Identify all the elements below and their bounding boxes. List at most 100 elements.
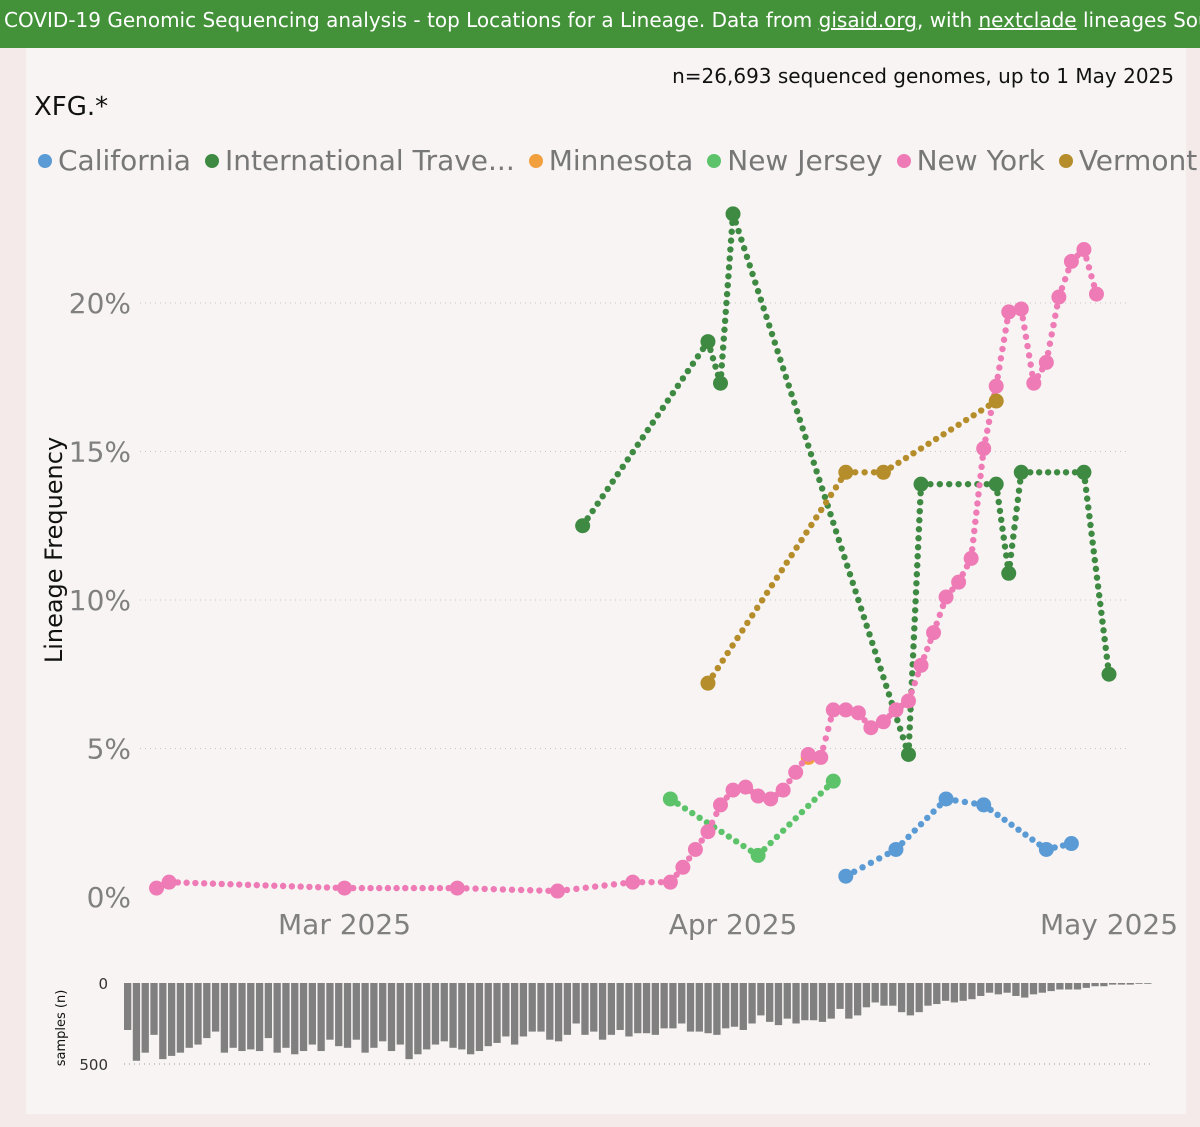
sample-bar [616,983,624,1030]
connector-dot [832,484,840,491]
connector-dot [835,536,843,544]
sample-bar [774,983,783,1026]
connector-dot [624,456,631,463]
connector-dot [358,884,366,892]
connector-dot [792,815,799,822]
data-point [1101,666,1117,682]
data-point [1013,301,1029,317]
connector-dot [1012,514,1019,522]
legend-dot [528,153,543,168]
connector-dot [1027,361,1034,368]
connector-dot [977,407,985,414]
sample-bar [247,983,255,1050]
connector-dot [1089,539,1096,546]
connector-dot [721,317,729,325]
connector-dot [1001,816,1008,823]
connector-dot [740,842,747,850]
data-point [1063,253,1079,269]
sample-bar [897,983,906,1013]
sample-bar [335,983,343,1047]
sample-bar [431,983,440,1045]
connector-dot [915,535,922,542]
sample-bar [167,983,176,1056]
x-tick-label: Apr 2025 [669,908,798,941]
data-point [875,714,891,730]
connector-dot [972,518,979,525]
connector-dot [936,611,944,619]
connector-dot [798,760,806,767]
legend-item-minnesota[interactable]: Minnesota [528,144,693,177]
connector-dot [810,459,817,466]
connector-dot [724,281,731,289]
genome-count: n=26,693 sequenced genomes, up to 1 May … [672,64,1174,88]
data-point [550,883,566,899]
sample-bar [748,983,756,1024]
sample-bar [915,983,923,1013]
sample-bar [502,983,510,1037]
connector-dot [877,665,884,672]
connector-dot [914,562,921,569]
connector-dot [1002,327,1009,334]
connector-dot [1088,273,1095,280]
connector-dot [970,412,977,419]
bar-y-axis-label: samples (n) [54,990,69,1067]
data-point [938,589,954,605]
connector-dot [827,491,835,499]
connector-dot [857,605,865,612]
legend-item-vermont[interactable]: Vermont [1058,144,1197,177]
sample-bar [405,983,413,1060]
sample-bar [730,983,739,1027]
connector-dot [984,427,991,434]
sample-bar [766,983,774,1022]
data-point [850,705,866,721]
connector-dot [1103,653,1111,660]
connector-dot [1086,512,1093,520]
connector-dot [825,725,832,733]
legend-item-international-trave[interactable]: International Trave... [204,144,515,177]
data-point [913,657,929,673]
legend-item-new-jersey[interactable]: New Jersey [707,144,883,177]
connector-dot [796,416,804,424]
data-point [738,779,754,795]
series-vermont [700,393,1004,691]
connector-dot [849,579,856,587]
connector-dot [975,491,982,498]
connector-dot [912,598,919,605]
connector-dot [767,839,774,847]
connector-dot [589,507,596,515]
sample-bar [950,983,959,1003]
connector-dot [779,365,787,372]
connector-dot [402,884,409,892]
data-point [1051,289,1067,305]
connector-dot [620,880,627,887]
connector-dot [997,355,1005,362]
connector-dot [754,287,762,295]
connector-dot [694,353,702,360]
sample-bar [704,983,712,1034]
nextclade-link[interactable]: nextclade [978,8,1077,32]
legend-item-new-york[interactable]: New York [896,144,1045,177]
legend-item-california[interactable]: California [38,144,191,177]
sample-bar [1003,983,1011,993]
legend: California International Trave... Minnesot… [38,144,1200,177]
sample-bar [414,983,422,1055]
connector-dot [924,814,931,822]
connector-dot [1007,551,1015,559]
connector-dot [1098,609,1105,616]
connector-dot [1022,333,1030,340]
data-point [800,746,816,762]
sample-bar [493,983,501,1043]
connector-dot [947,426,955,433]
connector-dot [791,399,798,406]
connector-dot [902,454,910,462]
connector-dot [894,716,901,724]
connector-dot [924,645,931,653]
data-point [838,702,854,718]
connector-dot [1015,487,1023,494]
gisaid-link[interactable]: gisaid.org [818,8,917,32]
connector-dot [863,622,870,629]
connector-dot [876,855,883,862]
data-point [1026,375,1042,391]
data-point [1076,242,1092,258]
connector-dot [696,814,703,821]
